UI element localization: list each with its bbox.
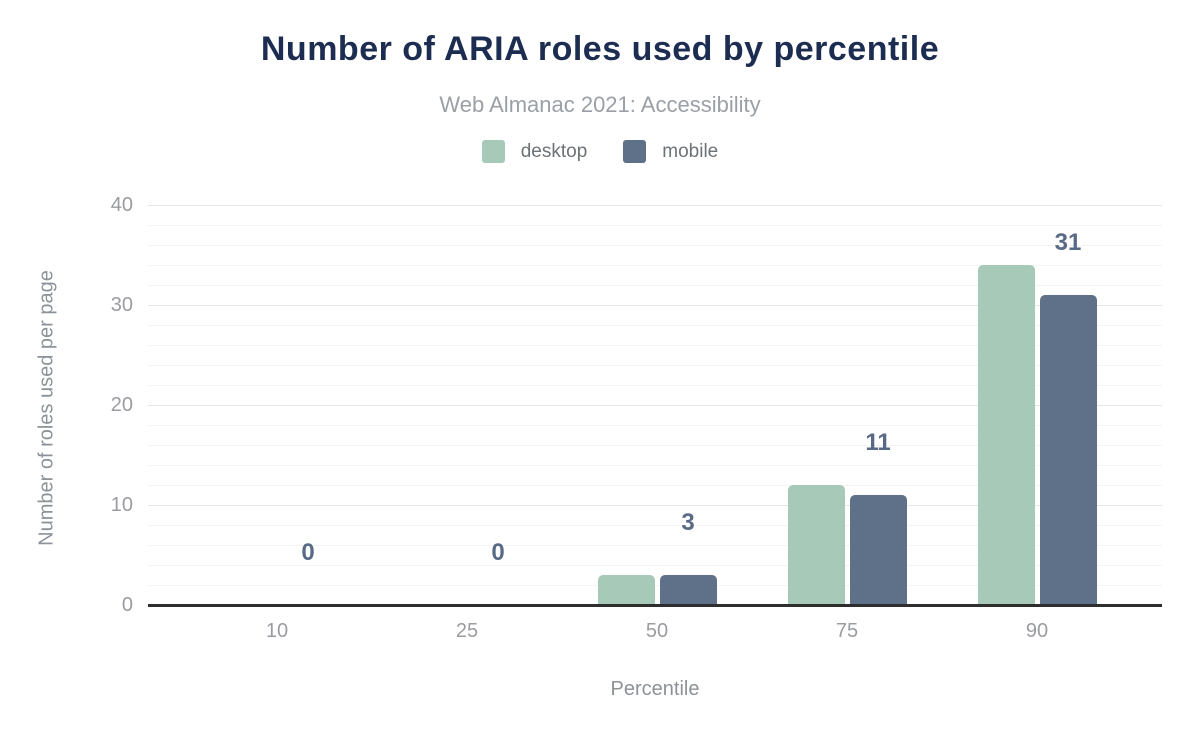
bar-desktop-p90	[977, 265, 1035, 605]
gridline-minor	[148, 545, 1162, 546]
bar-mobile-p90	[1039, 295, 1097, 605]
gridline-major	[148, 205, 1162, 206]
legend-swatch-desktop	[481, 140, 505, 163]
gridline-minor	[148, 585, 1162, 586]
plot-area: 0 0 3 11 31	[148, 205, 1162, 605]
bar-value-label-p10: 0	[301, 539, 315, 566]
bar-value-label-p25: 0	[491, 539, 505, 566]
bar-group-90: 31	[942, 205, 1132, 605]
y-axis-title: Number of roles used per page	[35, 270, 58, 546]
bar-desktop-p75	[787, 485, 845, 605]
legend-label: desktop	[520, 140, 588, 162]
y-axis-tick-label: 20	[110, 394, 133, 416]
x-axis-tick-labels: 10 25 50 75 90	[148, 620, 1162, 643]
gridline-minor	[148, 345, 1162, 346]
gridline-minor	[148, 385, 1162, 386]
gridline-minor	[148, 365, 1162, 366]
x-axis-tick-label: 10	[265, 620, 289, 642]
gridline-minor	[148, 485, 1162, 486]
bar-group-50: 3	[562, 205, 752, 605]
y-axis-tick-label: 10	[110, 494, 133, 516]
x-axis-baseline	[148, 604, 1162, 607]
gridline-minor	[148, 285, 1162, 286]
legend-swatch-mobile	[623, 140, 647, 163]
gridline-minor	[148, 465, 1162, 466]
gridline-minor	[148, 225, 1162, 226]
gridline-major	[148, 305, 1162, 306]
y-axis-tick-label: 40	[110, 194, 133, 216]
gridline-minor	[148, 445, 1162, 446]
gridline-major	[148, 505, 1162, 506]
gridline-minor	[148, 425, 1162, 426]
y-axis-tick-label: 30	[110, 294, 133, 316]
bar-mobile-p75	[849, 495, 907, 605]
legend-item-desktop: desktop	[481, 140, 588, 163]
bars-row: 0 0 3 11 31	[148, 205, 1162, 605]
bar-mobile-p50	[659, 575, 717, 605]
y-axis-tick-label: 0	[121, 594, 133, 616]
gridline-major	[148, 405, 1162, 406]
bar-group-10: 0	[182, 205, 372, 605]
gridline-minor	[148, 525, 1162, 526]
legend-item-mobile: mobile	[623, 140, 718, 163]
bar-group-75: 11	[752, 205, 942, 605]
bar-group-25: 0	[372, 205, 562, 605]
gridline-minor	[148, 245, 1162, 246]
gridline-minor	[148, 265, 1162, 266]
bar-value-label-p50: 3	[681, 509, 695, 536]
bar-value-label-p90: 31	[1054, 229, 1082, 256]
chart-title: Number of ARIA roles used by percentile	[260, 30, 940, 68]
gridline-minor	[148, 565, 1162, 566]
bar-value-label-p75: 11	[865, 429, 891, 456]
bar-desktop-p50	[597, 575, 655, 605]
x-axis-tick-label: 25	[455, 620, 479, 642]
x-axis-tick-label: 50	[645, 620, 669, 642]
x-axis-tick-label: 90	[1025, 620, 1049, 642]
chart-subtitle: Web Almanac 2021: Accessibility	[439, 92, 761, 117]
legend: desktop mobile	[0, 140, 1200, 163]
gridline-minor	[148, 325, 1162, 326]
x-axis-title: Percentile	[610, 678, 700, 700]
legend-label: mobile	[662, 140, 719, 162]
x-axis-tick-label: 75	[835, 620, 859, 642]
